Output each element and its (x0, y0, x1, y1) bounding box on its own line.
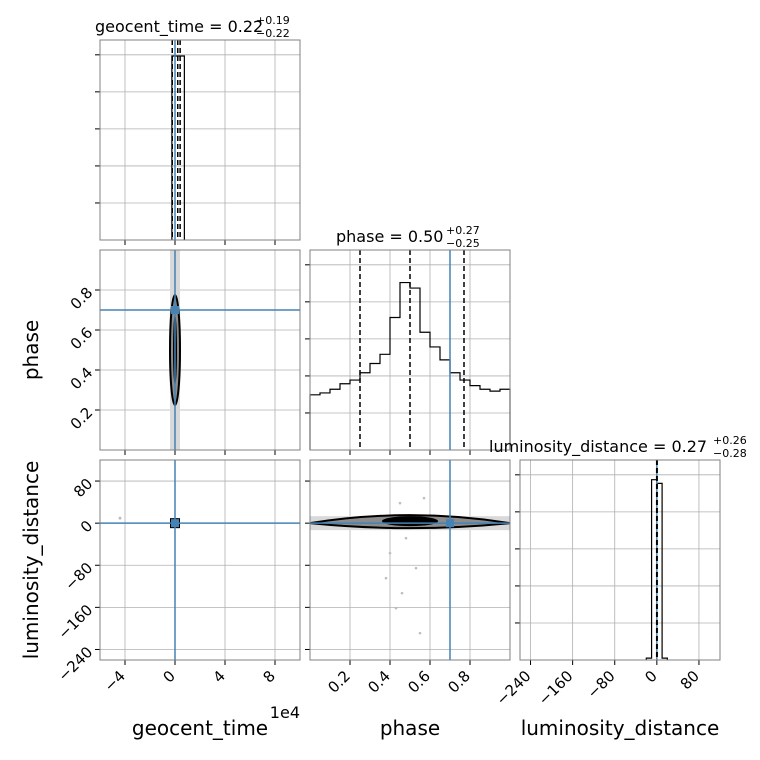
title-phase: phase = 0.50 (336, 227, 443, 246)
scatter-point (394, 606, 398, 610)
tick-label-y: 0.2 (67, 404, 97, 434)
panel-frame (99, 249, 301, 451)
tick-label-y: −80 (61, 559, 96, 594)
tick-label-y: 0.8 (67, 284, 97, 314)
tick-label-y: −240 (55, 643, 97, 685)
tick-label-x: −4 (101, 667, 129, 695)
title-luminosity-distance-plus: +0.26 (713, 434, 747, 447)
tick-label-x: 0 (641, 667, 660, 686)
title-luminosity-distance: luminosity_distance = 0.27 (489, 437, 707, 457)
truth-marker (171, 519, 179, 528)
scatter-point (404, 536, 408, 540)
tick-label-y: 0 (77, 517, 96, 536)
tick-label-x: −80 (584, 667, 619, 702)
tick-label-y: 80 (70, 475, 96, 501)
scatter-point (384, 576, 388, 580)
title-phase-minus: −0.25 (446, 237, 480, 250)
scatter-point (422, 496, 426, 500)
tick-label-x: 80 (677, 667, 703, 693)
panel-bg (100, 250, 300, 450)
ylabel-luminosity-distance: luminosity_distance (19, 461, 43, 660)
panel-bg (310, 460, 510, 660)
tick-label-x: 0.6 (404, 667, 434, 697)
panel-frame (99, 459, 301, 661)
scatter-point (400, 591, 404, 595)
panel-bg (520, 460, 720, 660)
tick-label-x: 8 (260, 667, 279, 686)
scatter-point (418, 631, 422, 635)
title-geocent-time: geocent_time = 0.22 (95, 17, 263, 37)
panel-bg (100, 460, 300, 660)
ylabel-phase: phase (19, 320, 43, 380)
title-phase-plus: +0.27 (446, 224, 480, 237)
panel-geocent_time-geocent_time (95, 39, 301, 245)
title-geocent-time-minus: −0.22 (256, 27, 290, 40)
contour-core (382, 516, 438, 527)
tick-label-x: −160 (535, 667, 577, 709)
scatter-point (118, 516, 122, 520)
offset-label-geocent-time: 1e4 (270, 703, 300, 722)
tick-label-x: 0 (160, 667, 179, 686)
panel-phase-phase (305, 249, 511, 455)
tick-label-x: 0.4 (364, 667, 394, 697)
panel-phase-luminosity_distance: 0.2 0.4 0.6 0.8 (305, 459, 511, 697)
tick-label-x: 0.2 (324, 667, 354, 697)
xlabel-phase: phase (380, 716, 440, 740)
title-luminosity-distance-minus: −0.28 (713, 447, 747, 460)
scatter-point (388, 551, 392, 555)
truth-marker (446, 519, 454, 528)
panel-geocent_time-phase: 0.2 0.4 0.6 0.8 (67, 249, 301, 455)
title-geocent-time-plus: +0.19 (256, 14, 290, 27)
panel-frame (99, 39, 301, 241)
tick-label-x: −240 (493, 667, 535, 709)
tick-label-y: 0.6 (67, 324, 97, 354)
scatter-point (414, 566, 418, 570)
panel-geocent_time-luminosity_distance: −4 0 4 8 −240−160 −80 0 80 (55, 459, 301, 695)
panel-luminosity_distance-luminosity_distance: −240 −160 −80 0 80 (493, 459, 721, 709)
tick-label-y: −160 (55, 601, 97, 643)
xlabel-geocent-time: geocent_time (132, 716, 268, 740)
tick-label-x: 4 (210, 667, 229, 686)
tick-label-y: 0.4 (67, 364, 97, 394)
xlabel-luminosity-distance: luminosity_distance (521, 716, 720, 740)
tick-label-x: 0.8 (444, 667, 474, 697)
panel-frame (519, 459, 721, 661)
panel-frame (309, 249, 511, 451)
truth-marker (171, 306, 179, 314)
scatter-point (398, 501, 402, 505)
panel-frame (309, 459, 511, 661)
panel-bg (100, 40, 300, 240)
